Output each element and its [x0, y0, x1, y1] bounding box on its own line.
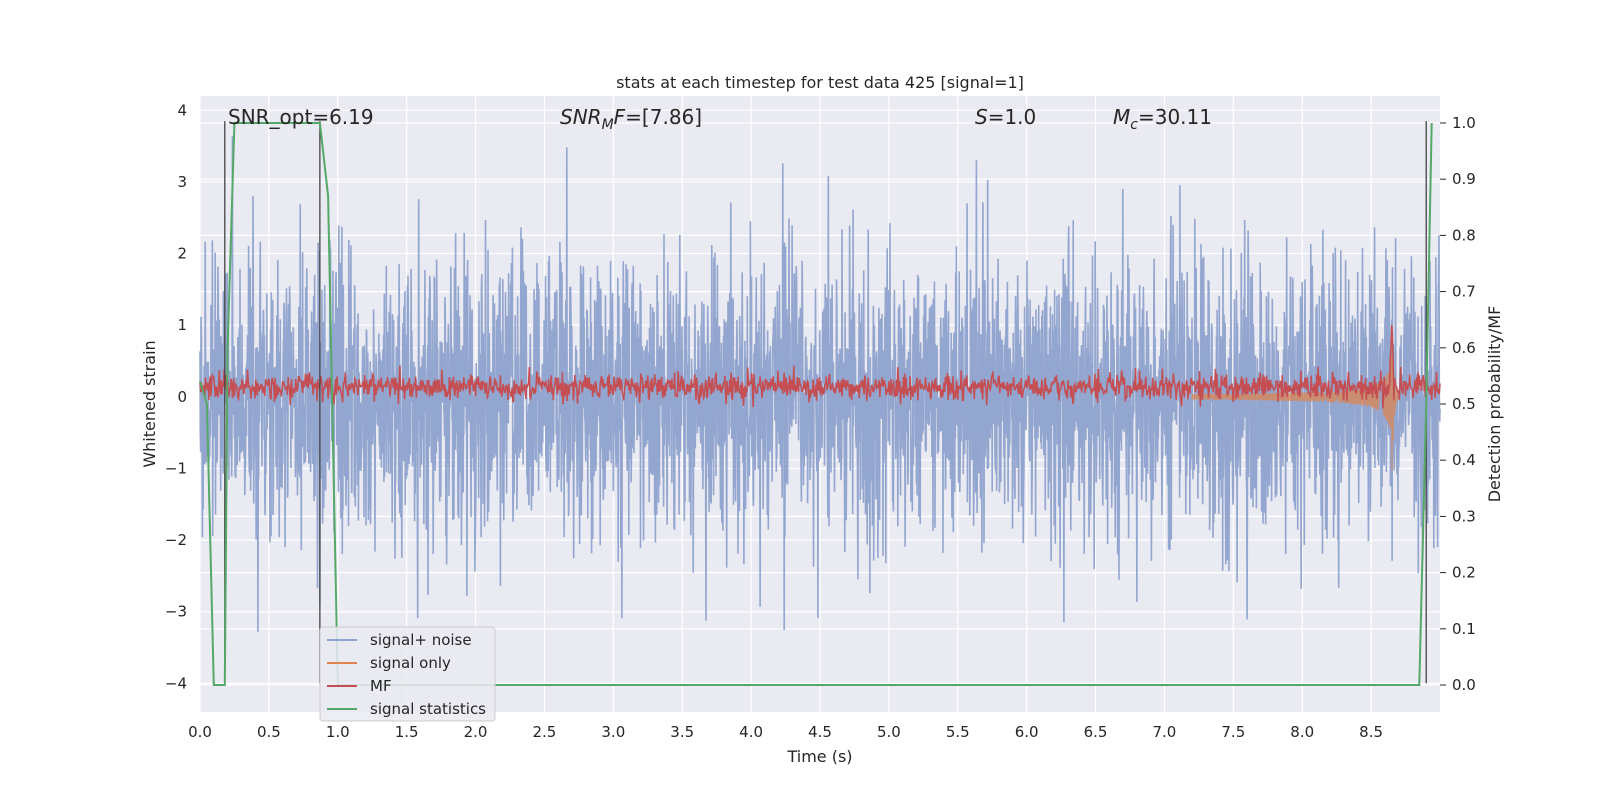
y-tick-label-left: 0 [177, 388, 187, 406]
x-axis-label: Time (s) [786, 747, 852, 766]
y-tick-label-left: 1 [177, 316, 187, 334]
x-tick-label: 6.0 [1015, 723, 1039, 741]
series-signal-statistics [199, 122, 1433, 686]
y-tick-label-right: 0.6 [1452, 339, 1476, 357]
y-tick-label-left: −3 [165, 603, 187, 621]
x-tick-label: 8.0 [1290, 723, 1314, 741]
x-tick-label: 1.5 [395, 723, 419, 741]
y-axis-label-right: Detection probability/MF [1485, 306, 1504, 503]
x-tick-label: 4.0 [739, 723, 763, 741]
y-axis-label-left: Whitened strain [140, 340, 159, 467]
x-tick-label: 2.5 [533, 723, 557, 741]
annotation-mc-value: Mc=30.11 [1113, 105, 1212, 133]
y-tick-label-right: 0.7 [1452, 283, 1476, 301]
y-tick-label-right: 0.8 [1452, 226, 1476, 244]
y-tick-label-left: −2 [165, 531, 187, 549]
y-tick-label-left: −4 [165, 674, 187, 692]
chart-title: stats at each timestep for test data 425… [616, 73, 1024, 92]
y-tick-label-right: 0.2 [1452, 564, 1476, 582]
y-tick-label-right: 0.5 [1452, 395, 1476, 413]
x-tick-label: 3.0 [601, 723, 625, 741]
x-tick-label: 7.0 [1153, 723, 1177, 741]
legend: signal+ noise signal only MF signal stat… [319, 626, 496, 722]
x-tick-label: 5.0 [877, 723, 901, 741]
mf-line [199, 325, 1441, 409]
x-tick-label: 0.0 [188, 723, 212, 741]
signal-statistics-line [199, 122, 1433, 686]
x-tick-label: 3.5 [670, 723, 694, 741]
ticks: 0.0 0.5 1.0 1.5 2.0 2.5 3.0 3.5 4.0 4.5 5.0 5.5 6.0 6… [165, 101, 1476, 741]
x-tick-label: 6.5 [1084, 723, 1108, 741]
x-tick-label: 7.5 [1221, 723, 1245, 741]
annotation-s-value: S=1.0 [975, 105, 1036, 129]
x-tick-label: 8.5 [1359, 723, 1383, 741]
legend-label-signal-only: signal only [370, 654, 451, 672]
x-tick-label: 4.5 [808, 723, 832, 741]
x-tick-label: 1.0 [326, 723, 350, 741]
legend-label-signal-noise: signal+ noise [370, 631, 472, 649]
legend-box [319, 626, 496, 722]
legend-label-signal-statistics: signal statistics [370, 700, 486, 718]
y-tick-label-right: 0.1 [1452, 620, 1476, 638]
x-tick-label: 2.0 [464, 723, 488, 741]
series-mf [199, 325, 1441, 409]
y-tick-label-left: 4 [177, 101, 187, 119]
y-tick-label-right: 0.4 [1452, 451, 1476, 469]
y-tick-label-right: 1.0 [1452, 114, 1476, 132]
x-tick-label: 5.5 [946, 723, 970, 741]
y-tick-label-right: 0.3 [1452, 507, 1476, 525]
y-tick-label-left: 2 [177, 245, 187, 263]
annotation-snr-opt: SNR_opt=6.19 [228, 105, 374, 129]
y-tick-label-right: 0.0 [1452, 676, 1476, 694]
annotation-snr-mf: SNRMF=[7.86] [560, 105, 702, 133]
y-tick-label-left: 3 [177, 173, 187, 191]
y-tick-label-right: 0.9 [1452, 170, 1476, 188]
y-tick-label-left: −1 [165, 459, 187, 477]
x-tick-label: 0.5 [257, 723, 281, 741]
legend-label-mf: MF [370, 677, 392, 695]
